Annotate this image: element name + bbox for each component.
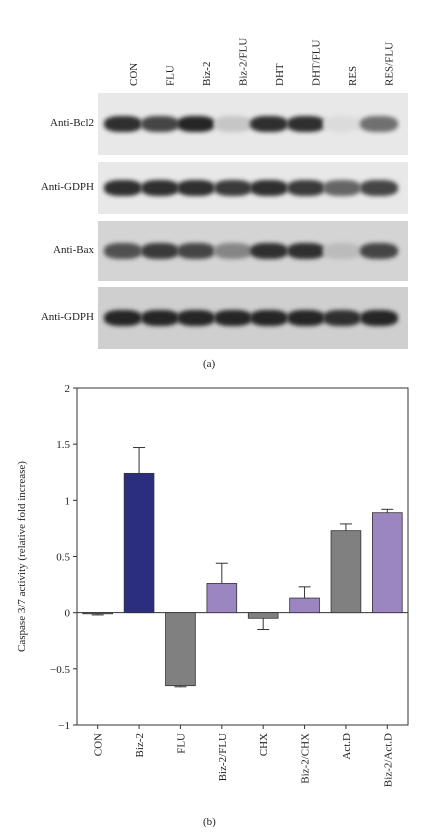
blot-band [104, 116, 142, 132]
caspase-bar-chart: −1 −0.5 0 0.5 1 1.5 2 Caspase 3/7 activity (rel… [16, 383, 409, 787]
y-axis-label: Caspase 3/7 activity (relative fold incr… [16, 461, 28, 652]
bar [289, 597, 320, 614]
blot-band [177, 180, 215, 196]
x-tick-label: CON [93, 733, 105, 756]
blot-band [286, 180, 325, 196]
blot-band [250, 243, 288, 259]
blot-band [323, 180, 361, 196]
blot-band [286, 243, 325, 259]
bar [206, 583, 238, 614]
blot-band [250, 310, 288, 326]
blot-row-label: Anti-Bcl2 [50, 117, 94, 129]
x-tick-label: Biz-2/Act.D [382, 733, 394, 787]
blot-band [104, 310, 142, 326]
blot-band [359, 310, 398, 326]
x-tick-label: Act.D [341, 733, 353, 760]
blot-band [323, 116, 361, 132]
blot-strip [98, 93, 408, 155]
lane-label: CON [128, 62, 140, 86]
lane-label: RES [347, 65, 359, 86]
blot-band [250, 116, 288, 132]
x-tick-label: FLU [175, 733, 187, 754]
blot-strip [98, 221, 408, 281]
blot-band [213, 310, 252, 326]
x-tick-label: Biz-2/CHX [300, 733, 312, 784]
blot-row-label: Anti-GDPH [40, 311, 94, 323]
lane-label: DHT [274, 63, 286, 86]
blot-band [213, 243, 252, 259]
y-tick-label: 0.5 [56, 552, 70, 564]
blot-band [140, 310, 179, 326]
blot-band [286, 310, 325, 326]
blot-band [359, 243, 398, 259]
y-tick-label: 0 [65, 608, 71, 620]
blot-band [140, 116, 179, 132]
bar [247, 612, 279, 619]
blot-band [213, 116, 252, 132]
blot-band [104, 180, 142, 196]
blot-band [323, 243, 361, 259]
x-tick-label: CHX [258, 733, 270, 756]
lane-label: FLU [164, 65, 177, 86]
y-tick-label: 1 [65, 495, 71, 507]
y-tick-label: −1 [58, 720, 70, 732]
blot-band [177, 116, 215, 132]
lane-label: Biz-2/FLU [237, 37, 250, 86]
bar [330, 530, 362, 614]
blot-band [359, 180, 398, 196]
blot-band [286, 116, 325, 132]
bar [165, 612, 196, 687]
bar [372, 512, 403, 614]
y-tick-label: −0.5 [50, 664, 70, 676]
x-tick-label: Biz-2/FLU [217, 733, 229, 781]
blot-band [140, 180, 179, 196]
blot-band [213, 180, 252, 196]
lane-label: RES/FLU [383, 41, 396, 86]
panel-a-caption: (a) [203, 358, 216, 370]
x-tick-label: Biz-2 [134, 733, 146, 757]
blot-band [323, 310, 361, 326]
lane-label: DHT/FLU [310, 39, 323, 86]
lane-label: Biz-2 [201, 61, 213, 86]
blot-band [177, 243, 215, 259]
y-tick-label: 2 [65, 383, 71, 395]
bar [123, 472, 155, 614]
bar [82, 612, 113, 615]
blot-row-label: Anti-GDPH [40, 181, 94, 193]
panel-b-caption: (b) [203, 816, 216, 828]
blot-band [104, 243, 142, 259]
blot-band [177, 310, 215, 326]
blot-row-label: Anti-Bax [53, 244, 94, 256]
blot-strip [98, 287, 408, 349]
blot-band [359, 116, 398, 132]
blot-band [140, 243, 179, 259]
blot-strip [98, 162, 408, 214]
y-tick-label: 1.5 [56, 439, 70, 451]
blot-band [250, 180, 288, 196]
